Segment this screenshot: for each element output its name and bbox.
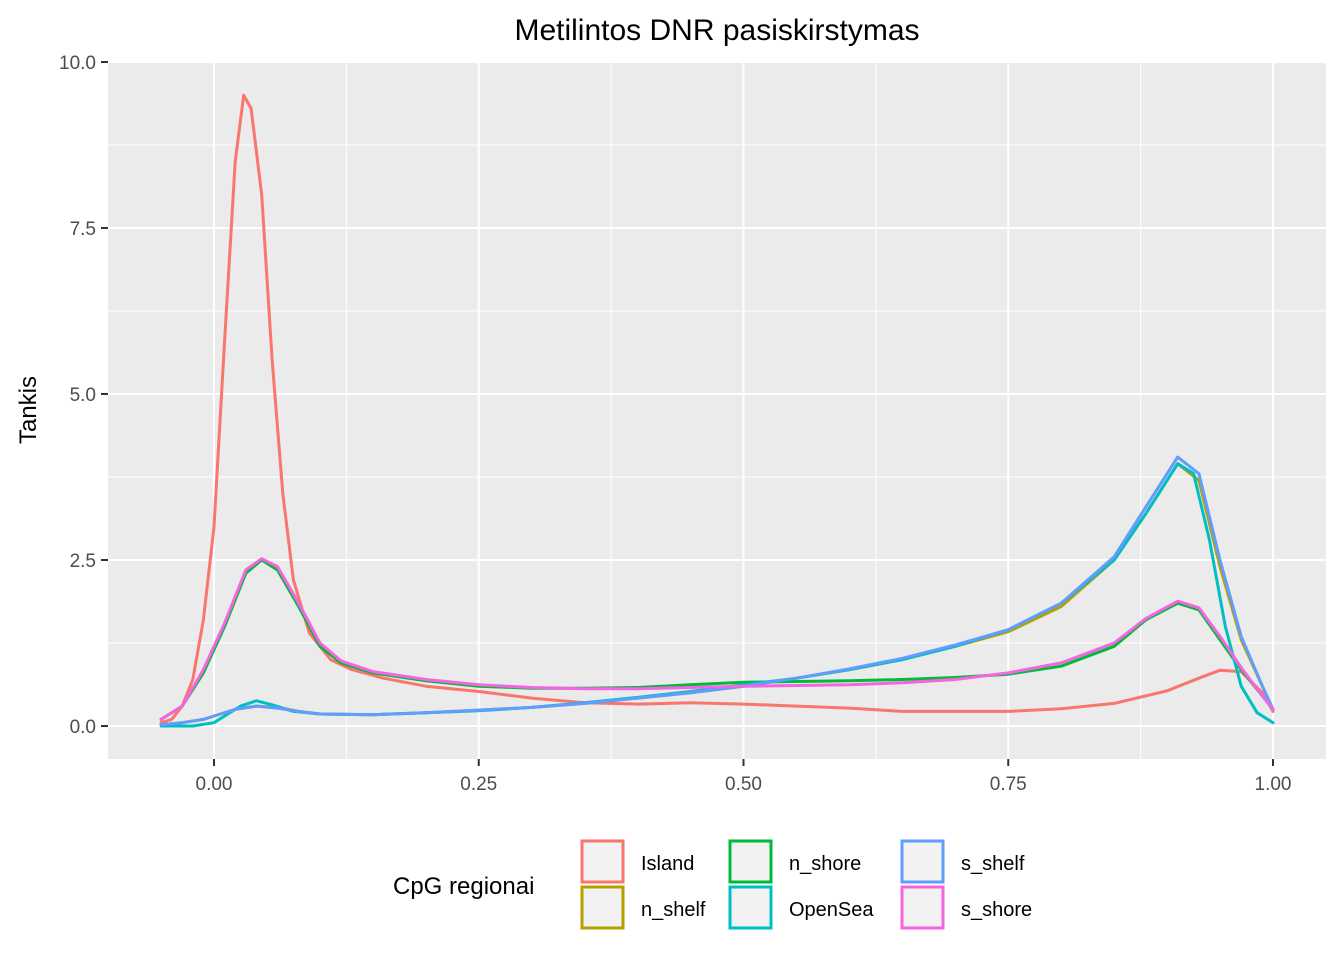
x-tick-label: 0.50 [725, 774, 762, 795]
x-tick-label: 1.00 [1255, 774, 1292, 795]
legend-key-s-shelf [900, 839, 945, 884]
legend-key-n-shore [728, 839, 773, 884]
chart-title: Metilintos DNR pasiskirstymas [514, 14, 919, 47]
legend-label-s-shelf: s_shelf [961, 853, 1025, 875]
series-line-island [159, 93, 1275, 725]
legend-title: CpG regionai [393, 873, 534, 900]
legend-label-n-shelf: n_shelf [641, 899, 706, 921]
x-tick-label: 0.75 [990, 774, 1027, 795]
legend-label-s-shore: s_shore [961, 899, 1032, 921]
series-line-s-shore [159, 557, 1275, 721]
y-tick-label: 10.0 [59, 53, 96, 74]
x-axis: 0.00 0.25 0.50 0.75 1.00 [196, 759, 1292, 795]
y-tick-label: 5.0 [70, 385, 96, 406]
y-axis-title: Tankis [15, 376, 42, 444]
series-line-s-shelf [159, 455, 1275, 727]
y-axis: 0.0 2.5 5.0 7.5 10.0 [59, 53, 108, 738]
legend-key-island [580, 839, 625, 884]
y-tick-label: 2.5 [70, 551, 96, 572]
legend-label-opensea: OpenSea [789, 899, 874, 921]
x-tick-label: 0.00 [196, 774, 233, 795]
legend: CpG regionai Island n_shelf n_shore OpenSea… [393, 839, 1032, 930]
series-lines [159, 93, 1275, 728]
grid-minor [108, 62, 1326, 759]
legend-key-s-shore [900, 885, 945, 930]
legend-key-opensea [728, 885, 773, 930]
grid-major [108, 61, 1326, 759]
legend-label-island: Island [641, 853, 694, 875]
legend-label-n-shore: n_shore [789, 853, 861, 875]
plot-panel [108, 62, 1326, 759]
y-tick-label: 0.0 [70, 717, 96, 738]
y-tick-label: 7.5 [70, 219, 96, 240]
x-tick-label: 0.25 [460, 774, 497, 795]
legend-key-n-shelf [580, 885, 625, 930]
